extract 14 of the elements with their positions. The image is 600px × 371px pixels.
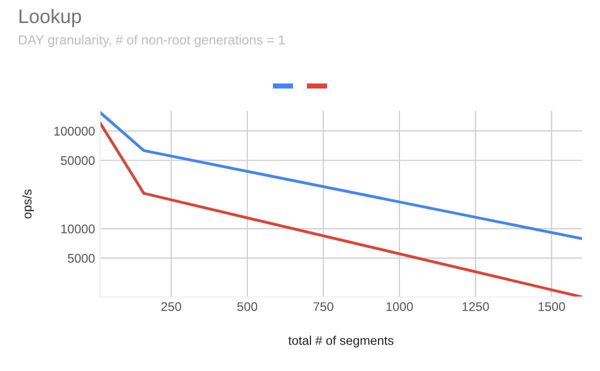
y-tick-label: 50000 bbox=[60, 156, 95, 166]
x-axis-title: total # of segments bbox=[288, 336, 394, 348]
x-tick-label: 1500 bbox=[538, 302, 565, 312]
x-tick-label: 1250 bbox=[462, 302, 489, 312]
y-axis-title: ops/s bbox=[22, 190, 34, 218]
x-tick-label: 750 bbox=[314, 302, 334, 312]
x-tick-label: 500 bbox=[237, 302, 258, 312]
x-tick-label: 1000 bbox=[386, 302, 413, 312]
chart-title: Lookup bbox=[20, 8, 81, 28]
y-tick-label: 5000 bbox=[68, 254, 95, 263]
y-tick-label: 10000 bbox=[61, 224, 95, 234]
chart-subtitle: DAY granularity, # of non-root generations = 1 bbox=[19, 34, 285, 48]
y-tick-label: 100000 bbox=[54, 126, 95, 136]
x-tick-label: 250 bbox=[161, 302, 182, 312]
